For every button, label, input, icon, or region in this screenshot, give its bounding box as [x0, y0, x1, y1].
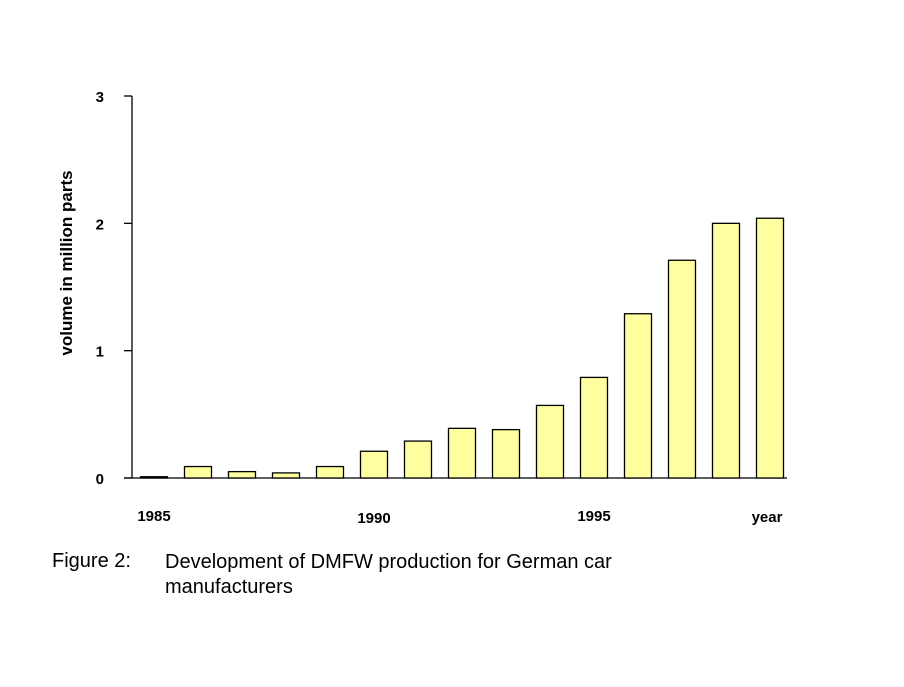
x-axis-title: year [752, 509, 783, 526]
x-axis: 1985 1990 1995 [124, 477, 787, 527]
y-tick-label: 0 [96, 471, 104, 488]
bar-1997 [667, 259, 697, 479]
bar-1986 [183, 465, 213, 479]
bar-1988 [271, 472, 301, 479]
y-tick-label: 1 [96, 344, 104, 361]
bar-1999 [755, 217, 785, 479]
bar-1990 [359, 450, 389, 479]
y-tick-label: 2 [96, 216, 104, 233]
bar-1996 [623, 313, 653, 479]
bar-1993 [491, 428, 521, 479]
x-tick-label: 1985 [137, 508, 170, 525]
bar-1995 [579, 376, 609, 479]
bar-1992 [447, 427, 477, 479]
x-tick-label: 1995 [577, 508, 610, 525]
bar-1994 [535, 404, 565, 479]
bar-1998 [711, 222, 741, 479]
bar-chart: 0 1 2 3 1985 1990 1995 volume in million part… [57, 89, 787, 527]
bar-1985 [139, 476, 169, 479]
x-tick-label: 1990 [357, 510, 390, 527]
bar-1987 [227, 470, 257, 479]
y-tick-label: 3 [96, 89, 104, 106]
caption-label: Figure 2: [52, 550, 131, 572]
caption-text: Development of DMFW production for Germa… [165, 551, 612, 598]
bar-1989 [315, 465, 345, 479]
bar-1991 [403, 440, 433, 479]
bars-group [139, 217, 785, 479]
y-axis: 0 1 2 3 [96, 89, 133, 488]
y-axis-title: volume in million parts [57, 170, 76, 355]
